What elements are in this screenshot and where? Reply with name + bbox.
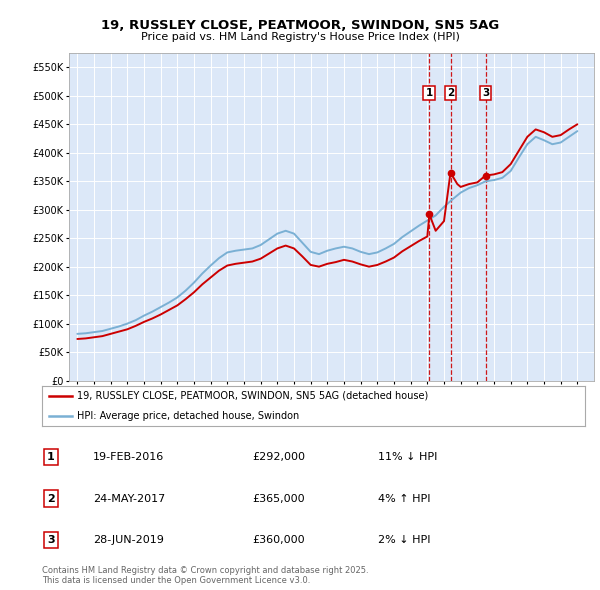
Text: 19, RUSSLEY CLOSE, PEATMOOR, SWINDON, SN5 5AG (detached house): 19, RUSSLEY CLOSE, PEATMOOR, SWINDON, SN… [77,391,428,401]
Text: 11% ↓ HPI: 11% ↓ HPI [378,453,437,462]
Text: 24-MAY-2017: 24-MAY-2017 [93,494,165,503]
Text: 19-FEB-2016: 19-FEB-2016 [93,453,164,462]
Text: 28-JUN-2019: 28-JUN-2019 [93,535,164,545]
Text: 2% ↓ HPI: 2% ↓ HPI [378,535,431,545]
Text: Contains HM Land Registry data © Crown copyright and database right 2025.
This d: Contains HM Land Registry data © Crown c… [42,566,368,585]
Text: 3: 3 [47,535,55,545]
Text: 1: 1 [47,453,55,462]
Text: £360,000: £360,000 [252,535,305,545]
Text: £292,000: £292,000 [252,453,305,462]
Text: 4% ↑ HPI: 4% ↑ HPI [378,494,431,503]
Text: 19, RUSSLEY CLOSE, PEATMOOR, SWINDON, SN5 5AG: 19, RUSSLEY CLOSE, PEATMOOR, SWINDON, SN… [101,19,499,32]
Text: 2: 2 [447,88,454,98]
Text: 3: 3 [482,88,489,98]
Text: 2: 2 [47,494,55,503]
Text: £365,000: £365,000 [252,494,305,503]
Text: 1: 1 [426,88,433,98]
Text: HPI: Average price, detached house, Swindon: HPI: Average price, detached house, Swin… [77,411,299,421]
Text: Price paid vs. HM Land Registry's House Price Index (HPI): Price paid vs. HM Land Registry's House … [140,32,460,42]
